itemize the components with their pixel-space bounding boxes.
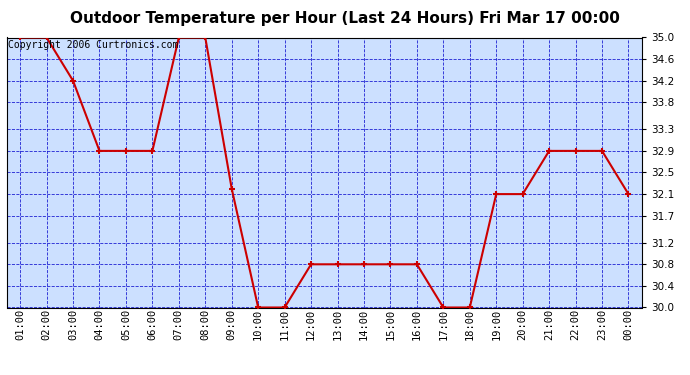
Text: Outdoor Temperature per Hour (Last 24 Hours) Fri Mar 17 00:00: Outdoor Temperature per Hour (Last 24 Ho… [70,11,620,26]
Text: Copyright 2006 Curtronics.com: Copyright 2006 Curtronics.com [8,40,179,50]
